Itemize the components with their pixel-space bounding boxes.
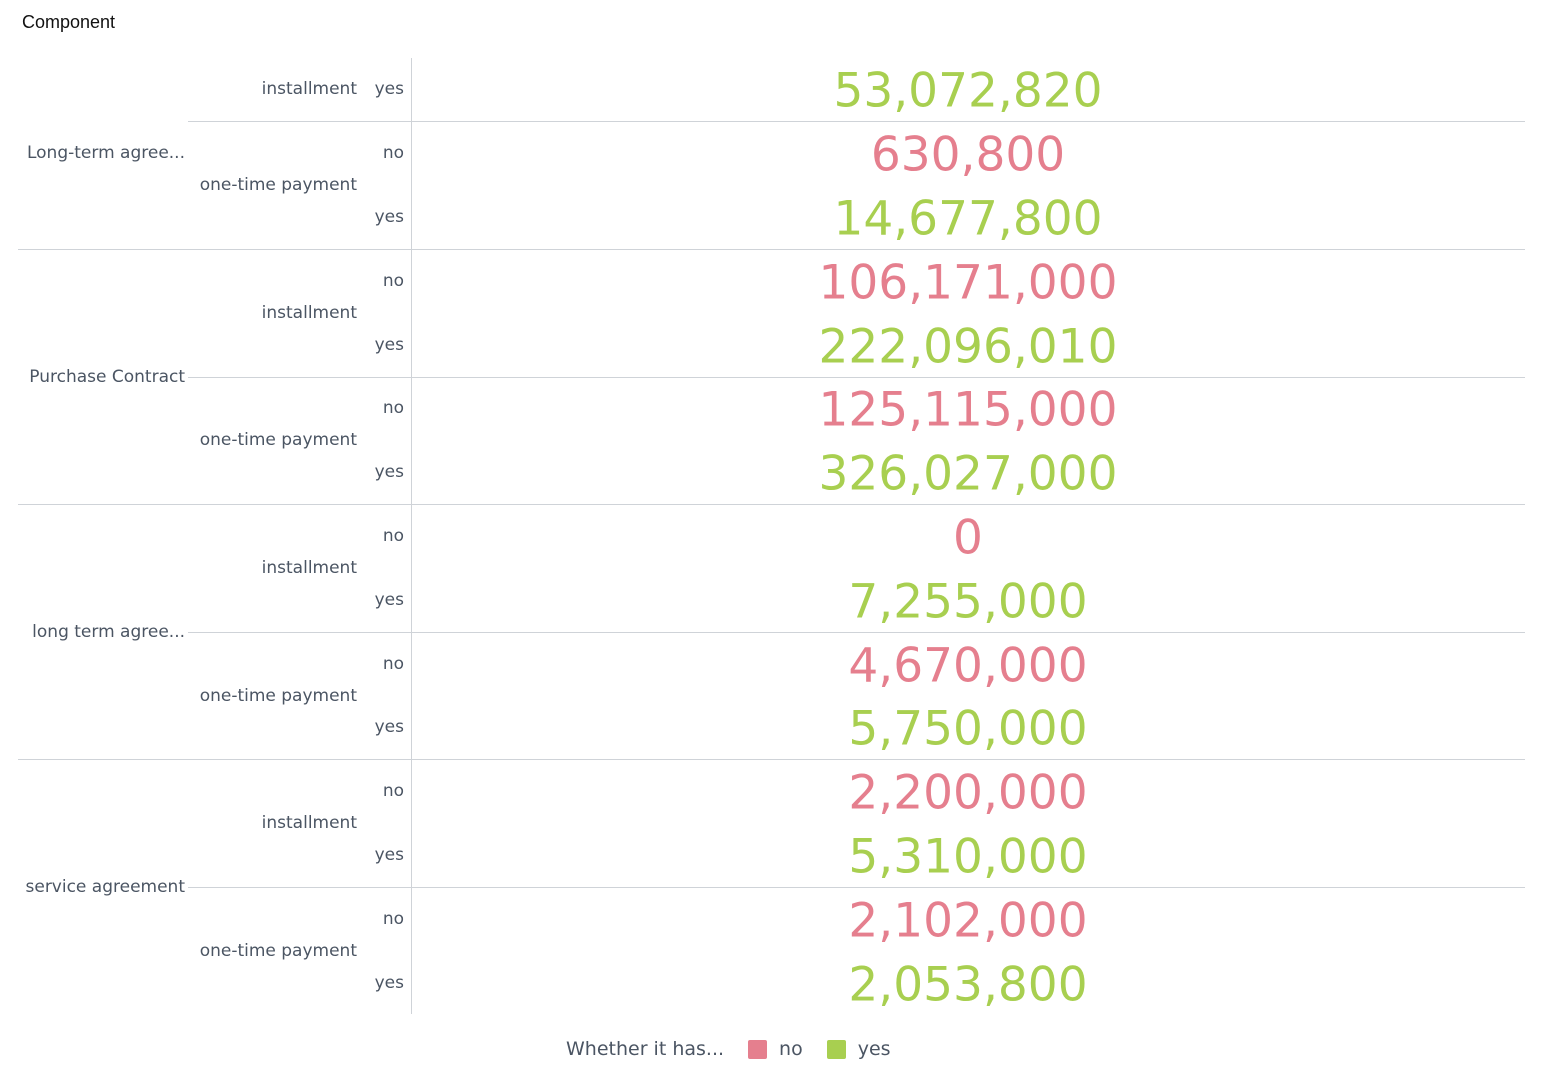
subgroup-divider bbox=[188, 376, 1525, 378]
value-cell: 2,200,000 bbox=[848, 765, 1088, 821]
row-key-label: yes bbox=[374, 79, 404, 100]
row-key-label: no bbox=[382, 526, 404, 546]
value-cell: 14,677,800 bbox=[833, 191, 1103, 247]
subgroup-divider bbox=[188, 886, 1525, 888]
payment-label: one-time payment bbox=[199, 685, 357, 706]
group-divider bbox=[18, 248, 1525, 250]
row-key-label: yes bbox=[374, 462, 404, 483]
group-divider bbox=[18, 759, 1525, 761]
payment-label: installment bbox=[261, 79, 357, 100]
value-cell: 106,171,000 bbox=[818, 255, 1118, 311]
row-key-label: no bbox=[382, 653, 404, 674]
value-cell: 53,072,820 bbox=[833, 63, 1103, 119]
payment-label: one-time payment bbox=[199, 940, 357, 961]
row-key-label: yes bbox=[374, 845, 404, 865]
group-divider bbox=[18, 504, 1525, 506]
row-key-label: yes bbox=[374, 334, 404, 355]
value-cell: 7,255,000 bbox=[848, 574, 1088, 630]
payment-label: installment bbox=[261, 302, 357, 323]
row-key-label: no bbox=[382, 398, 404, 419]
row-key-label: yes bbox=[374, 717, 404, 738]
value-cell: 0 bbox=[953, 510, 983, 566]
row-key-label: no bbox=[382, 908, 404, 929]
row-key-label: yes bbox=[374, 972, 404, 993]
subgroup-divider bbox=[188, 121, 1525, 123]
legend-title: Whether it has... bbox=[566, 1038, 725, 1060]
chart-title: Component bbox=[22, 12, 116, 32]
row-key-label: no bbox=[382, 270, 404, 291]
vertical-divider bbox=[411, 58, 412, 1014]
value-cell: 2,102,000 bbox=[848, 893, 1088, 949]
legend-swatch-no[interactable] bbox=[748, 1039, 768, 1059]
payment-label: installment bbox=[261, 813, 357, 834]
component-label: service agreement bbox=[25, 876, 186, 897]
row-key-label: no bbox=[382, 781, 404, 802]
value-cell: 2,053,800 bbox=[848, 957, 1088, 1013]
row-key-label: yes bbox=[374, 589, 404, 610]
value-cell: 5,750,000 bbox=[848, 701, 1088, 757]
value-cell: 5,310,000 bbox=[848, 829, 1088, 885]
value-cell: 4,670,000 bbox=[848, 638, 1088, 694]
payment-label: installment bbox=[261, 557, 357, 578]
component-label: long term agree... bbox=[32, 621, 185, 642]
legend-swatch-yes[interactable] bbox=[826, 1039, 846, 1059]
value-cell: 222,096,010 bbox=[818, 319, 1118, 375]
component-label: Purchase Contract bbox=[29, 366, 185, 387]
payment-label: one-time payment bbox=[199, 430, 357, 451]
legend: Whether it has... no yes bbox=[566, 1038, 891, 1060]
payment-label: one-time payment bbox=[199, 175, 357, 196]
value-cell: 630,800 bbox=[870, 127, 1066, 183]
component-label: Long-term agree... bbox=[26, 143, 185, 164]
row-key-label: no bbox=[382, 143, 404, 164]
value-cell: 326,027,000 bbox=[818, 446, 1118, 502]
legend-label-yes[interactable]: yes bbox=[857, 1038, 891, 1060]
legend-label-no[interactable]: no bbox=[779, 1038, 803, 1060]
value-cell: 125,115,000 bbox=[818, 382, 1118, 438]
subgroup-divider bbox=[188, 631, 1525, 633]
row-key-label: yes bbox=[374, 207, 404, 227]
